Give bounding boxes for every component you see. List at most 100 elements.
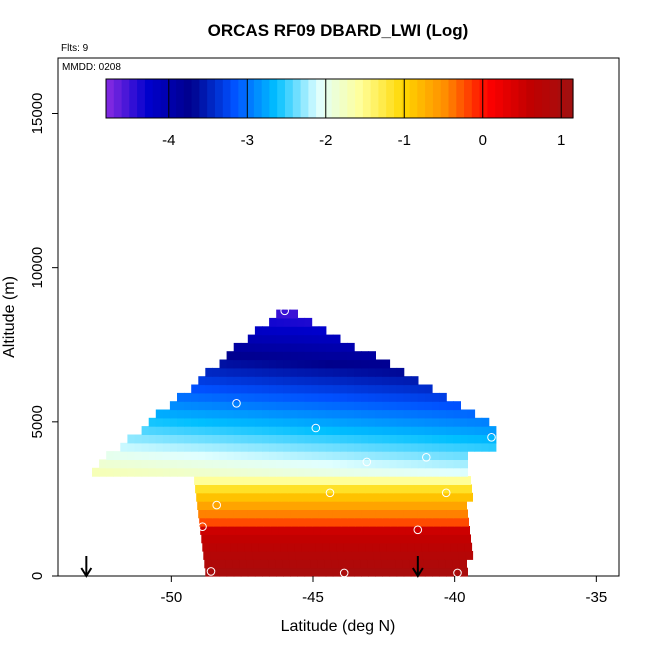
heat-cell <box>262 401 270 411</box>
heat-cell <box>318 401 327 411</box>
heat-cell <box>432 434 440 444</box>
heat-cell <box>434 476 443 485</box>
x-axis-title: Latitude (deg N) <box>281 618 396 635</box>
heat-cell <box>169 434 178 444</box>
heat-cell <box>300 476 309 485</box>
heat-cell <box>311 442 320 452</box>
heat-cell <box>283 334 291 344</box>
heat-cell <box>386 484 395 494</box>
colorbar-segment <box>510 79 520 118</box>
heat-cell <box>269 409 277 419</box>
heat-cell <box>424 509 433 519</box>
sample-point <box>362 457 372 467</box>
heat-cell <box>242 526 251 535</box>
heat-cell <box>169 442 178 452</box>
heat-cell <box>361 417 369 427</box>
x-tick-label: -35 <box>585 589 607 606</box>
colorbar-tick-label: -2 <box>319 132 332 149</box>
heat-cell <box>269 509 277 519</box>
heat-cell <box>432 426 440 435</box>
heat-cell <box>162 459 171 469</box>
heat-cell <box>283 451 291 460</box>
heat-cell <box>417 384 426 394</box>
heat-cell <box>446 442 454 452</box>
heat-cell <box>276 384 284 394</box>
heat-cell <box>458 492 466 502</box>
colorbar-segment <box>425 79 434 118</box>
heat-cell <box>99 459 107 469</box>
heat-cell <box>254 567 263 577</box>
heat-cell <box>222 534 231 544</box>
heat-cell <box>354 434 362 444</box>
heat-cell <box>269 451 277 460</box>
heat-cell <box>361 392 369 402</box>
colorbar-segment <box>106 79 115 118</box>
heat-cell <box>262 417 270 427</box>
heat-cell <box>361 459 369 469</box>
heat-cell <box>272 476 280 485</box>
heat-cell <box>325 451 334 460</box>
heat-cell <box>339 567 348 577</box>
sample-point <box>172 483 182 493</box>
heat-cell <box>169 467 178 477</box>
colorbar-segment <box>129 79 138 118</box>
heat-cell <box>141 426 150 435</box>
heat-cell <box>162 451 171 460</box>
heat-cell <box>290 326 298 336</box>
colorbar-segment <box>432 79 442 118</box>
heat-cell <box>191 442 199 452</box>
y-axis-title: Altitude (m) <box>1 276 18 358</box>
heat-cell <box>389 442 398 452</box>
heat-cell <box>219 359 228 369</box>
heat-cell <box>410 459 419 469</box>
heat-cell <box>387 492 396 502</box>
heat-cell <box>441 526 449 535</box>
heat-cell <box>311 376 320 386</box>
heat-cell <box>452 559 460 569</box>
heat-cell <box>347 467 355 477</box>
heat-cell <box>240 409 249 419</box>
heat-cell <box>205 434 213 444</box>
heat-cell <box>219 467 228 477</box>
heat-cell <box>120 451 128 460</box>
heat-cell <box>432 392 440 402</box>
heat-cell <box>264 476 273 485</box>
heat-cell <box>474 434 483 444</box>
heat-cell <box>240 367 249 377</box>
heat-cell <box>270 517 278 527</box>
heat-cell <box>354 426 362 435</box>
heat-cell <box>219 442 228 452</box>
heat-cell <box>155 442 164 452</box>
colorbar-segment <box>144 79 154 118</box>
heat-cell <box>283 417 291 427</box>
heat-cell <box>417 426 426 435</box>
heat-cell <box>267 492 275 502</box>
heat-cell <box>276 359 284 369</box>
heat-cell <box>311 334 320 344</box>
heat-cell <box>219 426 228 435</box>
heat-cell <box>419 526 428 535</box>
heat-cell <box>238 551 247 560</box>
sample-point <box>441 488 451 498</box>
heat-cell <box>439 392 447 402</box>
heat-cell <box>203 551 211 560</box>
heat-cell <box>432 459 440 469</box>
heat-cell <box>297 317 306 327</box>
heat-cell <box>255 517 264 527</box>
heat-cell <box>415 492 424 502</box>
heat-cell <box>148 426 157 435</box>
heat-cell <box>247 351 256 361</box>
x-tick-label: -50 <box>160 589 182 606</box>
heat-cell <box>339 442 348 452</box>
heat-cell <box>459 559 467 569</box>
colorbar-segment <box>316 79 325 118</box>
heat-cell <box>250 534 259 544</box>
heat-cell <box>254 359 263 369</box>
heat-cell <box>368 509 376 519</box>
heat-cell <box>416 559 425 569</box>
heat-cell <box>127 442 136 452</box>
heat-cell <box>233 367 242 377</box>
heat-cell <box>276 426 284 435</box>
heat-cell <box>162 434 171 444</box>
heat-cell <box>311 567 320 577</box>
